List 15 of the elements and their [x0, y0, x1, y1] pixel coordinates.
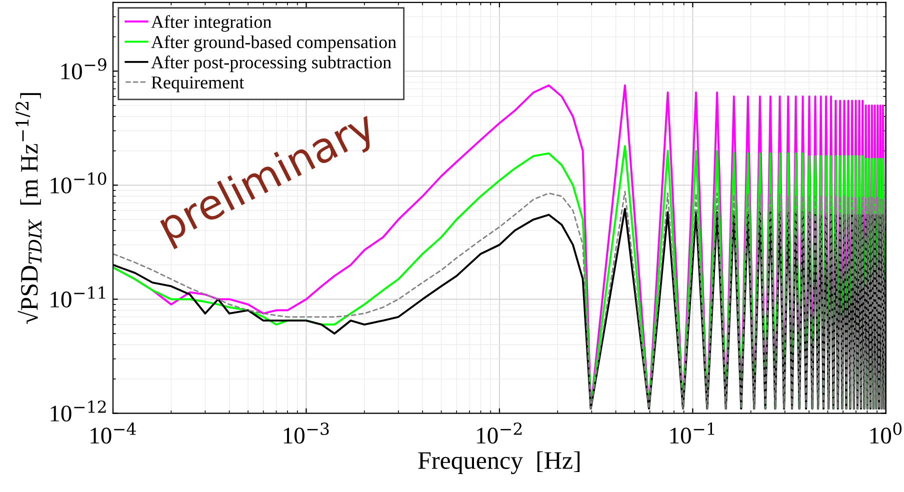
- y-tick-label: 10$^{−12}$: [50, 400, 106, 422]
- x-tick-label: 10$^{−2}$: [477, 422, 522, 444]
- x-axis-title: Frequency [Hz]: [418, 451, 580, 474]
- legend-label: After ground-based compensation: [151, 35, 396, 52]
- legend-label: Requirement: [151, 76, 244, 92]
- x-tick-label: 10$^{−1}$: [670, 422, 714, 444]
- legend-label: After integration: [151, 15, 272, 32]
- x-tick-label: 10$^{−3}$: [284, 422, 329, 444]
- y-tick-label: 10$^{−11}$: [50, 286, 105, 308]
- legend-label: After post-processing subtraction: [151, 56, 392, 72]
- y-axis-title: √PSD$_{TDIX}$ [m Hz$^{−1/2}$]: [16, 93, 42, 324]
- x-tick-label: 10$^{−4}$: [90, 422, 136, 444]
- x-tick-label: 10$^{0}$: [870, 422, 902, 444]
- y-tick-label: 10$^{−10}$: [50, 172, 106, 194]
- y-tick-label: 10$^{−9}$: [61, 58, 106, 80]
